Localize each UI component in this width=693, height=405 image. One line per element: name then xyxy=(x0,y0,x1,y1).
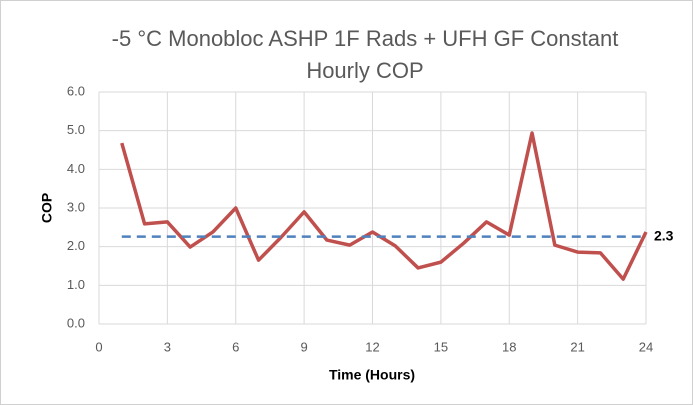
x-tick-label: 24 xyxy=(639,339,653,354)
x-tick-label: 12 xyxy=(365,339,379,354)
x-tick-label: 15 xyxy=(434,339,448,354)
y-tick-label: 0.0 xyxy=(67,315,85,330)
x-tick-label: 9 xyxy=(301,339,308,354)
chart-title: -5 °C Monobloc ASHP 1F Rads + UFH GF Con… xyxy=(112,26,619,51)
y-axis-label: COP xyxy=(39,193,55,223)
y-tick-label: 3.0 xyxy=(67,199,85,214)
y-tick-label: 1.0 xyxy=(67,277,85,292)
y-tick-label: 5.0 xyxy=(67,122,85,137)
x-tick-label: 0 xyxy=(95,339,102,354)
y-tick-label: 6.0 xyxy=(67,83,85,98)
y-tick-label: 4.0 xyxy=(67,161,85,176)
chart-title: Hourly COP xyxy=(306,58,423,83)
x-tick-label: 3 xyxy=(164,339,171,354)
y-tick-label: 2.0 xyxy=(67,238,85,253)
x-axis-label: Time (Hours) xyxy=(329,367,415,383)
x-tick-label: 6 xyxy=(232,339,239,354)
data-line xyxy=(120,131,648,281)
x-tick-label: 18 xyxy=(502,339,516,354)
reference-label: 2.3 xyxy=(654,227,674,243)
x-tick-label: 21 xyxy=(570,339,584,354)
